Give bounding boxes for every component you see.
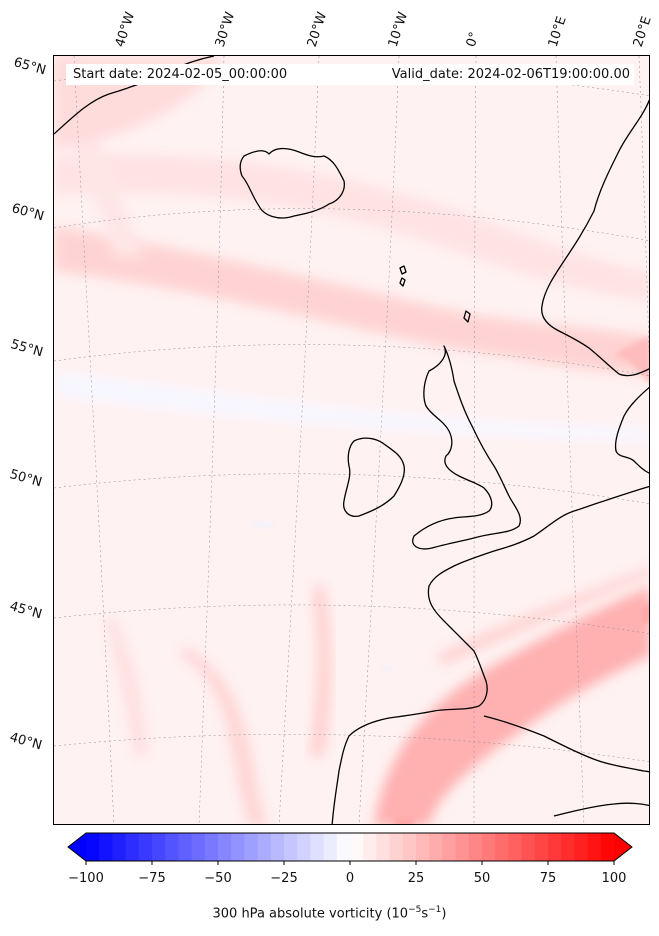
colorbar-segment	[257, 833, 272, 861]
date-info-bar: Start date: 2024-02-05_00:00:00 Valid_da…	[66, 64, 634, 85]
ireland-coast	[343, 437, 405, 517]
colorbar-segment	[244, 833, 259, 861]
colorbar-segment	[482, 833, 496, 861]
colorbar-segment	[310, 833, 325, 861]
colorbar-max-arrow	[614, 833, 632, 861]
colorbar-segment	[521, 833, 536, 861]
colorbar-tick-label: −25	[270, 871, 298, 886]
colorbar-tick-label: 50	[473, 871, 491, 886]
colorbar-label-text: 300 hPa absolute vorticity (10	[212, 906, 409, 922]
shetland-islands	[463, 310, 471, 323]
iceland-coast	[239, 147, 345, 219]
coastlines	[54, 56, 649, 824]
colorbar-segment	[204, 833, 219, 861]
colorbar-segment	[416, 833, 430, 861]
colorbar-segment	[297, 833, 311, 861]
colorbar-segment	[468, 833, 483, 861]
colorbar-segment	[178, 833, 193, 861]
colorbar-tick-label: 75	[539, 871, 557, 886]
colorbar-segment	[336, 833, 351, 861]
colorbar-unit-close: )	[441, 906, 447, 922]
colorbar-segment	[350, 833, 364, 861]
colorbar-segment	[191, 833, 206, 861]
valid-date: Valid_date: 2024-02-06T19:00:00.00	[391, 67, 630, 82]
colorbar-tick-label: 25	[407, 871, 425, 886]
colorbar-unit-exponent: −5	[408, 905, 422, 915]
colorbar-segment	[561, 833, 575, 861]
colorbar-segment	[495, 833, 509, 861]
norway-coast	[541, 99, 649, 377]
colorbar-unit-exponent-2: −1	[428, 905, 442, 915]
colorbar-segment	[376, 833, 391, 861]
colorbar	[67, 832, 633, 865]
colorbar-segment	[534, 833, 549, 861]
colorbar-segment	[125, 833, 140, 861]
colorbar-label: 300 hPa absolute vorticity (10−5s−1)	[0, 905, 659, 921]
faroe-islands	[399, 265, 407, 287]
colorbar-segment	[152, 833, 166, 861]
iberia-south-coast	[483, 715, 649, 773]
north-africa-coast	[553, 802, 649, 817]
colorbar-segment	[402, 833, 417, 861]
colorbar-tick-marks	[85, 861, 615, 865]
colorbar-segment	[587, 833, 602, 861]
colorbar-segment	[99, 833, 113, 861]
colorbar-tick-label: 0	[345, 871, 355, 886]
colorbar-segment	[600, 833, 615, 861]
colorbar-segment	[508, 833, 523, 861]
colorbar-segment	[389, 833, 404, 861]
colorbar-segment	[574, 833, 589, 861]
sweden-denmark-coast	[614, 386, 649, 474]
colorbar-segment	[455, 833, 470, 861]
colorbar-tick-label: −75	[138, 871, 166, 886]
colorbar-tick-label: −50	[204, 871, 232, 886]
colorbar-segment	[86, 833, 100, 861]
colorbar-unit-seconds: s	[421, 906, 429, 922]
colorbar-segment	[429, 833, 443, 861]
colorbar-segment	[112, 833, 127, 861]
colorbar-tick-label: 100	[601, 871, 627, 886]
colorbar-segment	[218, 833, 232, 861]
colorbar-min-arrow	[68, 833, 86, 861]
colorbar-segment	[270, 833, 285, 861]
vorticity-map	[53, 55, 650, 825]
colorbar-segment	[323, 833, 338, 861]
colorbar-segment	[442, 833, 457, 861]
start-date: Start date: 2024-02-05_00:00:00	[73, 67, 288, 82]
colorbar-segment	[548, 833, 562, 861]
great-britain-coast	[412, 345, 521, 550]
colorbar-segment	[138, 833, 153, 861]
colorbar-segment	[284, 833, 298, 861]
colorbar-segments	[86, 833, 615, 861]
map-canvas	[54, 56, 649, 824]
colorbar-segment	[165, 833, 179, 861]
vorticity-shading	[54, 56, 649, 824]
colorbar-segment	[231, 833, 245, 861]
colorbar-tick-label: −100	[68, 871, 104, 886]
continental-europe-coast	[331, 485, 649, 824]
greenland-coast	[54, 56, 215, 135]
colorbar-segment	[363, 833, 377, 861]
